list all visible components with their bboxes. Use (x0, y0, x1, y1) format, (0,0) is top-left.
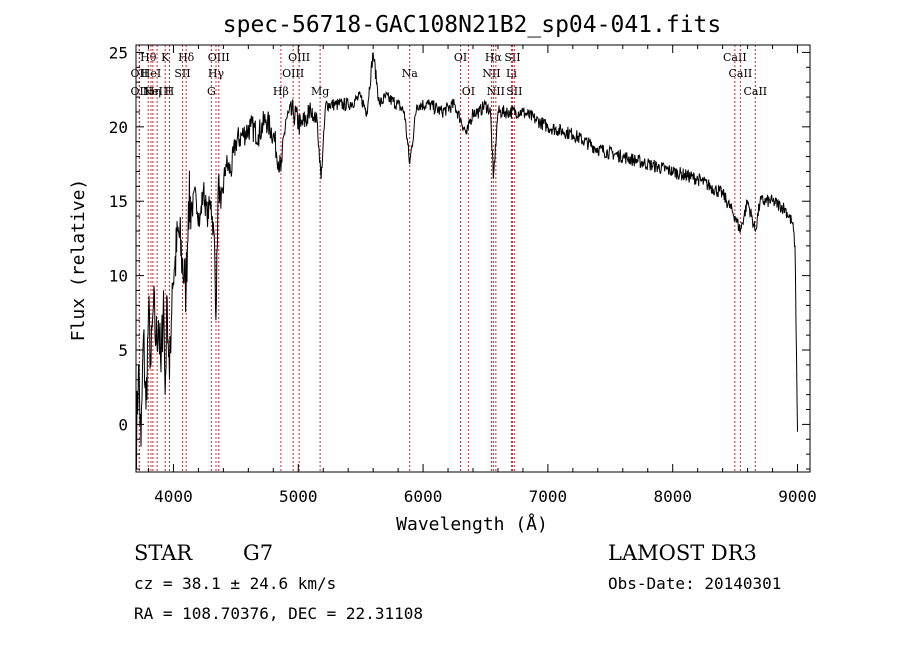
y-tick-label: 25 (109, 43, 128, 62)
plot-frame (135, 44, 811, 473)
x-tick-label: 8000 (653, 487, 692, 506)
spectral-line-label: OIII (282, 67, 304, 80)
y-tick-label: 5 (118, 341, 128, 360)
x-tick-label: 9000 (778, 487, 817, 506)
spectral-line-label: CaII (743, 85, 767, 98)
observation-date: Obs-Date: 20140301 (608, 574, 782, 593)
spectral-line-label: OII (131, 85, 149, 98)
coordinates: RA = 108.70376, DEC = 22.31108 (134, 604, 423, 623)
x-tick-label: 6000 (404, 487, 443, 506)
spectral-line-label: Hδ (178, 51, 195, 64)
spectral-line-label: SII (174, 67, 190, 80)
spectral-line-label: OIII (208, 51, 230, 64)
spectral-line-label: NII (487, 85, 505, 98)
spectral-line-label: CaII (729, 67, 753, 80)
object-class: STAR (134, 541, 193, 565)
y-axis-label: Flux (relative) (68, 179, 89, 342)
x-axis-label: Wavelength (Å) (396, 513, 548, 535)
spectral-line-label: H (165, 85, 175, 98)
survey-name: LAMOST DR3 (608, 541, 757, 565)
chart-title: spec-56718-GAC108N21B2_sp04-041.fits (223, 12, 722, 38)
spectral-line-markers: OIIOIIHθHeIHηNeIIIKHSIIHδGHγOIIIHβOIIIOI… (131, 45, 767, 472)
spectral-line-label: SII (504, 51, 520, 64)
y-tick-label: 20 (109, 118, 128, 137)
y-tick-label: 0 (118, 415, 128, 434)
spectral-line-label: Mg (311, 85, 329, 98)
spectral-line-label: K (161, 51, 170, 64)
spectral-line-label: HeI (141, 67, 161, 80)
flux-line (135, 52, 798, 470)
x-tick-label: 4000 (154, 487, 193, 506)
spectral-line-label: Li (506, 67, 517, 80)
object-subclass: G7 (243, 541, 274, 565)
x-axis-ticks: 4000 5000 6000 7000 8000 9000 (147, 45, 817, 506)
spectral-line-label: Hγ (208, 67, 225, 80)
spectral-line-label: Hα (485, 51, 503, 64)
flux-series (135, 52, 798, 470)
y-axis-ticks: 0 5 10 15 20 25 (109, 43, 810, 470)
spectral-line-label: OIII (288, 51, 310, 64)
y-tick-label: 10 (109, 267, 128, 286)
spectral-line-label: CaII (723, 51, 747, 64)
spectral-line-label: Hβ (273, 85, 289, 98)
spectral-line-label: Hθ (140, 51, 157, 64)
spectral-line-label: OI (454, 51, 467, 64)
x-tick-label: 7000 (529, 487, 568, 506)
spectral-line-label: G (207, 85, 216, 98)
x-tick-label: 5000 (279, 487, 318, 506)
spectral-line-label: Na (402, 67, 419, 80)
redshift-readout: cz = 38.1 ± 24.6 km/s (134, 574, 337, 593)
spectral-line-label: SII (506, 85, 522, 98)
y-tick-label: 15 (109, 192, 128, 211)
spectral-line-label: NeIII (143, 85, 172, 98)
spectral-line-label: NII (482, 67, 500, 80)
spectral-line-label: OI (462, 85, 475, 98)
